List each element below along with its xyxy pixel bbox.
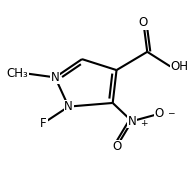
Text: +: + (140, 119, 148, 128)
Text: N: N (64, 100, 73, 113)
Text: F: F (40, 116, 47, 130)
Text: O: O (139, 16, 148, 29)
Text: N: N (51, 71, 60, 84)
Text: O: O (112, 140, 121, 153)
Text: −: − (167, 109, 175, 118)
Text: OH: OH (170, 60, 188, 73)
Text: O: O (154, 107, 163, 120)
Text: CH₃: CH₃ (7, 67, 28, 80)
Text: N: N (127, 115, 136, 128)
